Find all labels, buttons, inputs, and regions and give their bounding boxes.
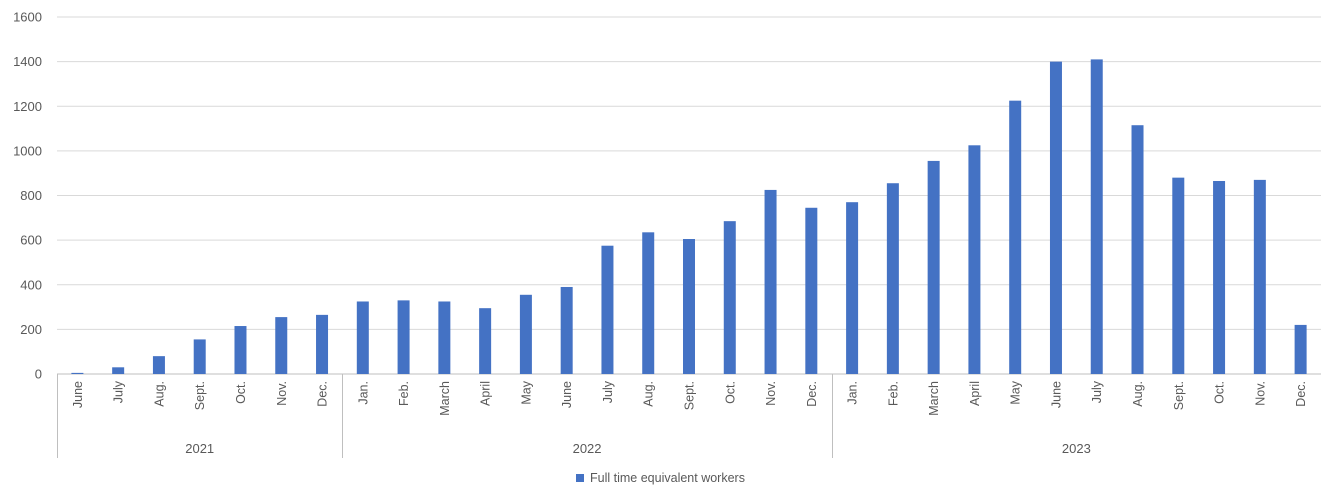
x-category-label: Sept. xyxy=(193,381,207,410)
x-category-label: Aug. xyxy=(1131,381,1145,407)
x-category-label: Sept. xyxy=(1172,381,1186,410)
x-category-label: Feb. xyxy=(886,381,900,406)
y-tick-label: 200 xyxy=(20,322,42,337)
x-category-label: May xyxy=(519,380,533,404)
y-tick-label: 1000 xyxy=(13,143,42,158)
legend: Full time equivalent workers xyxy=(0,470,1321,486)
bar xyxy=(316,314,329,374)
bar xyxy=(71,372,84,374)
x-category-label: Dec. xyxy=(1294,381,1308,407)
x-category-label: April xyxy=(479,381,493,406)
x-category-label: Sept. xyxy=(683,381,697,410)
bar xyxy=(1009,100,1022,374)
bar xyxy=(683,239,695,374)
gridlines xyxy=(57,16,1321,375)
x-axis-category-labels: June July Aug. Sept. Oct. Nov. Dec. Jan. Feb. Mar… xyxy=(71,380,1308,415)
x-category-label: Aug. xyxy=(642,381,656,407)
year-group-label: 2021 xyxy=(185,441,214,456)
bar xyxy=(601,245,614,374)
x-axis-year-groups: 2021 2022 2023 xyxy=(57,374,1091,458)
bar xyxy=(1049,61,1062,374)
y-tick-label: 1400 xyxy=(13,54,42,69)
y-tick-label: 800 xyxy=(20,188,42,203)
x-category-label: June xyxy=(1049,381,1063,408)
x-category-label: Dec. xyxy=(805,381,819,407)
x-category-label: Oct. xyxy=(234,381,248,404)
x-category-label: Nov. xyxy=(275,381,289,406)
x-category-label: March xyxy=(438,381,452,416)
bar xyxy=(968,145,981,374)
bar xyxy=(1213,180,1226,374)
bar xyxy=(927,160,940,374)
year-group-label: 2022 xyxy=(573,441,602,456)
bar xyxy=(1294,324,1307,374)
bar xyxy=(723,221,736,374)
y-tick-label: 1600 xyxy=(13,10,42,25)
y-tick-label: 0 xyxy=(35,367,42,382)
bar xyxy=(519,294,532,374)
x-category-label: Nov. xyxy=(1253,381,1267,406)
x-category-label: March xyxy=(927,381,941,416)
bar xyxy=(886,183,899,374)
bar xyxy=(152,356,165,374)
bar xyxy=(1253,179,1266,374)
x-category-label: Oct. xyxy=(1213,381,1227,404)
bar xyxy=(560,286,573,374)
bar xyxy=(642,232,655,374)
y-tick-label: 1200 xyxy=(13,99,42,114)
bar xyxy=(1090,59,1103,375)
bar xyxy=(275,317,288,374)
x-category-label: Jan. xyxy=(356,381,370,405)
x-category-label: May xyxy=(1009,380,1023,404)
x-category-label: Aug. xyxy=(152,381,166,407)
legend-label: Full time equivalent workers xyxy=(590,471,745,485)
year-group-label: 2023 xyxy=(1062,441,1091,456)
legend-swatch xyxy=(576,474,585,482)
x-category-label: April xyxy=(968,381,982,406)
bar xyxy=(438,301,451,374)
bar xyxy=(234,326,247,374)
x-category-label: June xyxy=(560,381,574,408)
bar xyxy=(397,300,410,374)
x-category-label: Feb. xyxy=(397,381,411,406)
x-category-label: July xyxy=(1090,380,1104,403)
y-tick-label: 600 xyxy=(20,233,42,248)
bar xyxy=(193,339,206,374)
y-tick-label: 400 xyxy=(20,277,42,292)
x-category-label: July xyxy=(601,380,615,403)
x-category-label: July xyxy=(112,380,126,403)
bar xyxy=(112,367,125,374)
x-category-label: Dec. xyxy=(316,381,330,407)
bars xyxy=(71,59,1307,375)
x-category-label: Oct. xyxy=(723,381,737,404)
bar xyxy=(805,207,818,374)
x-category-label: Jan. xyxy=(846,381,860,405)
bar xyxy=(1131,125,1144,374)
bar xyxy=(846,202,859,374)
bar xyxy=(479,308,492,374)
x-category-label: Nov. xyxy=(764,381,778,406)
y-axis-tick-labels: 0 200 400 600 800 1000 1200 1400 1600 xyxy=(13,10,42,382)
bar xyxy=(356,301,369,374)
bar xyxy=(764,189,777,374)
bar xyxy=(1172,177,1185,374)
bar-chart: 0 200 400 600 800 1000 1200 1400 1600 June July Au… xyxy=(13,10,1321,458)
x-category-label: June xyxy=(71,381,85,408)
